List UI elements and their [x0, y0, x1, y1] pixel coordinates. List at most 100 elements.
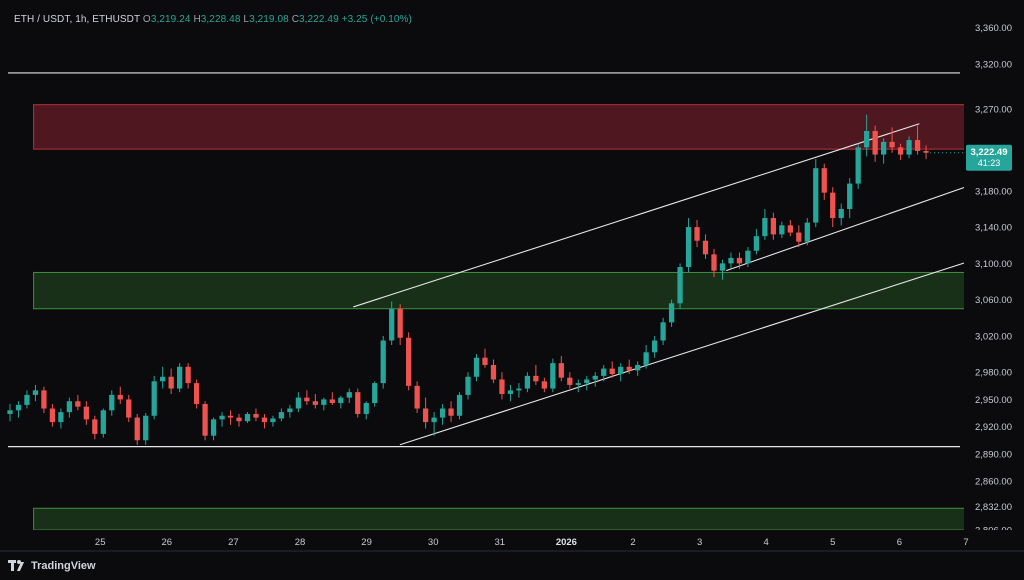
candle-body — [177, 366, 183, 389]
candle — [668, 299, 675, 327]
candle — [651, 335, 658, 358]
candle-body — [906, 140, 912, 155]
candle-body — [414, 385, 420, 409]
tradingview-logo-icon — [8, 560, 26, 572]
symbol-title[interactable]: ETH / USDT, 1h, ETHUSDT — [14, 14, 141, 25]
candle-body — [219, 415, 225, 420]
candle-body — [872, 130, 878, 155]
low-key: L — [243, 14, 250, 25]
candle-body — [490, 364, 497, 380]
candle — [601, 364, 607, 382]
candle-body — [651, 340, 658, 353]
price-tick-label: 3,320.00 — [975, 59, 1012, 70]
candle — [796, 225, 802, 248]
candle — [321, 397, 327, 411]
candle-body — [804, 222, 810, 242]
candle — [151, 375, 157, 420]
change-value: +3.25 (+0.10%) — [341, 14, 412, 25]
price-tick-label: 2,980.00 — [975, 368, 1012, 379]
candle-body — [838, 208, 844, 219]
candle — [278, 408, 285, 422]
candle — [872, 125, 878, 162]
candle — [465, 372, 471, 400]
resistance-zone[interactable] — [33, 104, 980, 150]
candle — [838, 203, 844, 226]
candle — [550, 358, 556, 393]
candle-body — [643, 352, 649, 365]
candle — [355, 388, 361, 418]
candle — [100, 408, 106, 438]
candle — [516, 383, 522, 398]
price-axis[interactable]: 3,360.003,320.003,270.003,220.003,180.00… — [964, 0, 1024, 552]
price-tick-label: 3,360.00 — [975, 23, 1012, 34]
candle-body — [702, 240, 709, 255]
candle-body — [821, 168, 827, 193]
time-tick-label: 5 — [830, 537, 835, 548]
time-axis[interactable]: 25 26 27 28 29 30 31 2026 2 3 4 5 6 7 — [0, 530, 1024, 552]
candle — [210, 417, 217, 441]
candle — [660, 317, 666, 346]
trend-line[interactable] — [353, 123, 920, 308]
candle-body — [864, 130, 870, 148]
candle — [406, 332, 412, 391]
candle — [32, 384, 39, 402]
candle — [338, 395, 344, 409]
candle — [897, 143, 904, 161]
candle-body — [762, 218, 768, 237]
price-tick-label: 2,920.00 — [975, 422, 1012, 433]
candle — [414, 381, 420, 414]
support-zone[interactable] — [33, 271, 980, 310]
candle-body — [431, 417, 437, 423]
candle-body — [117, 394, 123, 400]
candle — [431, 412, 437, 436]
brand[interactable]: TradingView — [8, 560, 96, 572]
candle — [813, 159, 819, 228]
candle-body — [202, 403, 208, 436]
candle-body — [592, 375, 598, 380]
candle — [202, 401, 208, 441]
candle-body — [507, 390, 514, 394]
candle — [185, 363, 191, 389]
candle — [126, 394, 132, 423]
candle-body — [609, 368, 615, 375]
candle — [92, 415, 98, 440]
candle — [626, 359, 632, 375]
candle — [219, 412, 225, 427]
candle-body — [24, 394, 30, 405]
candle-body — [321, 399, 327, 405]
candle-body — [109, 394, 115, 411]
candle-body — [694, 227, 700, 241]
candle — [363, 401, 369, 420]
candle-body — [618, 366, 624, 375]
candle — [58, 408, 64, 429]
candle — [787, 219, 793, 237]
support-zone[interactable] — [33, 507, 1007, 531]
price-tick-label: 3,140.00 — [975, 223, 1012, 234]
candle-body — [253, 413, 259, 418]
candle — [685, 218, 692, 273]
candle-body — [15, 404, 22, 411]
candle-body — [389, 308, 395, 341]
candle — [41, 386, 47, 414]
candle-body — [550, 363, 556, 389]
high-key: H — [193, 14, 201, 25]
candle-body — [601, 368, 607, 376]
trend-line[interactable] — [399, 244, 1020, 446]
candle-body — [677, 267, 683, 304]
trend-line[interactable] — [726, 183, 973, 272]
candle — [380, 335, 386, 389]
candle-body — [660, 322, 666, 341]
candle — [889, 127, 895, 153]
candle-body — [779, 225, 785, 235]
time-tick-label: 27 — [228, 537, 239, 548]
candle-body — [168, 376, 174, 389]
candle-body — [422, 408, 429, 423]
candle-body — [278, 412, 285, 419]
candle-body — [711, 254, 717, 271]
candle — [906, 136, 912, 159]
candle — [75, 394, 81, 411]
candle-body — [567, 377, 573, 385]
candle — [507, 384, 514, 402]
candle-body — [329, 399, 335, 404]
